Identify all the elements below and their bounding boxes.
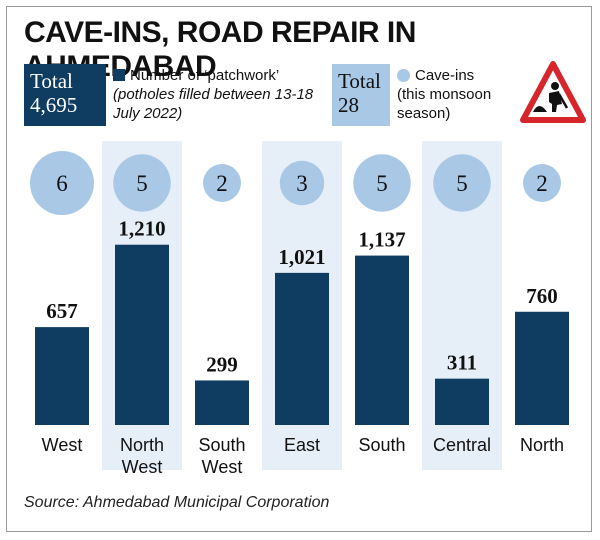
patchwork-value-label: 299 <box>206 352 238 376</box>
cave-ins-legend-label: Cave-ins <box>415 67 475 84</box>
patchwork-value-label: 1,137 <box>358 228 405 252</box>
cave-ins-circle <box>203 164 241 202</box>
cave-ins-legend-note: (this monsoon season) <box>397 86 492 122</box>
patchwork-value-label: 657 <box>46 299 78 323</box>
category-label: West <box>202 457 243 477</box>
patchwork-bar <box>515 311 569 425</box>
cave-ins-circle <box>523 164 561 202</box>
cave-ins-value-label: 3 <box>296 171 308 196</box>
category-label: Central <box>433 435 491 455</box>
patchwork-legend-note: (potholes filled between 13-18 July 2022… <box>113 86 314 122</box>
cave-ins-total-box: Total 28 <box>332 64 390 126</box>
cave-ins-value-label: 5 <box>136 171 148 196</box>
cave-ins-value-label: 2 <box>216 171 228 196</box>
category-label: West <box>122 457 163 477</box>
patchwork-bar <box>275 272 329 425</box>
patchwork-bar <box>195 380 249 425</box>
patchwork-total-value: 4,695 <box>30 93 78 117</box>
patchwork-bar <box>355 255 409 425</box>
cave-ins-circle <box>30 151 94 215</box>
cave-ins-circle <box>353 154 411 212</box>
patchwork-total-label: Total <box>30 69 73 93</box>
category-label: North <box>520 435 564 455</box>
road-work-sign-icon <box>520 61 586 123</box>
patchwork-legend: Number of ‘patchwork’ (potholes filled b… <box>113 66 328 123</box>
cave-ins-value-label: 5 <box>376 171 388 196</box>
patchwork-bar <box>435 378 489 425</box>
patchwork-bar <box>115 244 169 425</box>
category-label: East <box>284 435 320 455</box>
patchwork-value-label: 311 <box>447 351 477 375</box>
cave-ins-legend: Cave-ins (this monsoon season) <box>397 66 517 123</box>
cave-ins-circle <box>113 154 171 212</box>
cave-ins-value-label: 2 <box>536 171 548 196</box>
category-label: West <box>42 435 83 455</box>
cave-ins-total-value: 28 <box>338 93 359 117</box>
patchwork-total-box: Total 4,695 <box>24 64 106 126</box>
patchwork-legend-label: Number of ‘patchwork’ <box>130 67 280 84</box>
cave-ins-circle <box>433 154 491 212</box>
patchwork-value-label: 760 <box>526 284 558 308</box>
category-label: South <box>198 435 245 455</box>
chart-title: CAVE-INS, ROAD REPAIR IN AHMEDABAD <box>24 16 416 83</box>
category-label: North <box>120 435 164 455</box>
source-note: Source: Ahmedabad Municipal Corporation <box>24 494 330 511</box>
patchwork-legend-swatch <box>113 69 125 81</box>
patchwork-bar <box>35 327 89 425</box>
cave-ins-total-label: Total <box>338 69 381 93</box>
patchwork-value-label: 1,210 <box>118 217 165 241</box>
cave-ins-value-label: 6 <box>56 171 68 196</box>
category-label: South <box>358 435 405 455</box>
patchwork-value-label: 1,021 <box>278 245 325 269</box>
cave-ins-circle <box>279 160 325 206</box>
cave-ins-value-label: 5 <box>456 171 468 196</box>
cave-ins-legend-swatch <box>397 69 410 82</box>
